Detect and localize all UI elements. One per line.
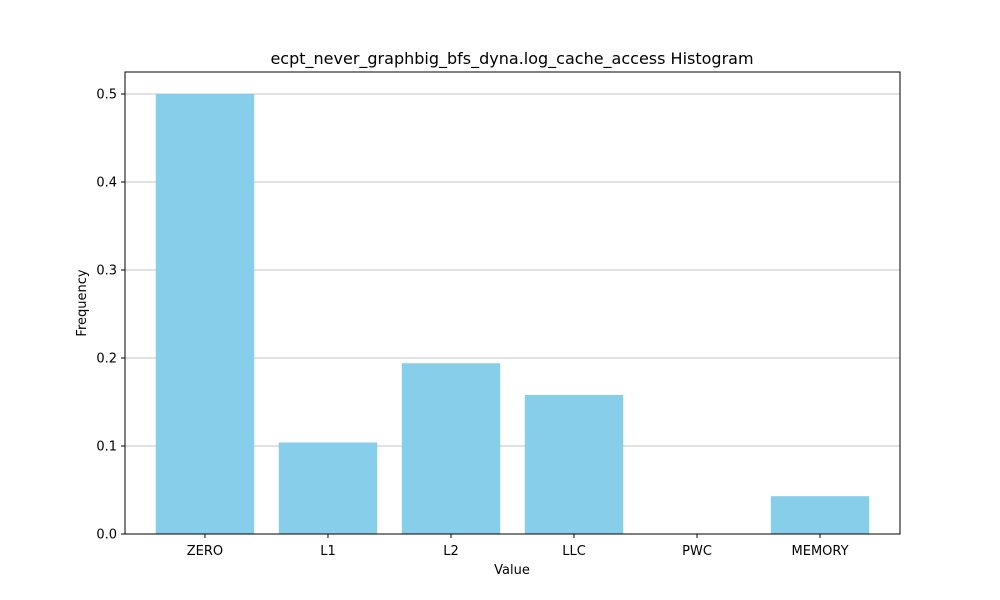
bar-l1	[278, 442, 378, 534]
x-tick-label: LLC	[562, 544, 586, 559]
bar-memory	[770, 496, 870, 534]
bar-llc	[524, 394, 624, 534]
y-tick-label: 0.2	[96, 352, 117, 367]
y-tick-label: 0.0	[96, 528, 117, 543]
x-tick-label: PWC	[682, 544, 712, 559]
bar-layer	[155, 94, 870, 534]
y-tick-label: 0.3	[96, 264, 117, 279]
x-tick-label: ZERO	[187, 544, 223, 559]
y-tick-label: 0.4	[96, 176, 117, 191]
y-tick-label: 0.1	[96, 440, 117, 455]
x-axis-title: Value	[494, 563, 530, 578]
bar-l2	[401, 363, 501, 534]
y-axis-title: Frequency	[75, 269, 90, 336]
bar-zero	[155, 94, 255, 534]
x-tick-label: L2	[443, 544, 459, 559]
plot-frame	[124, 71, 901, 535]
x-tick-label: MEMORY	[792, 544, 849, 559]
x-tick-label: L1	[320, 544, 336, 559]
tick-layer: 0.0 0.1 0.2 0.3 0.4 0.5 ZERO L1 L2 LLC PWC MEMORY	[96, 88, 848, 560]
y-tick-label: 0.5	[96, 88, 117, 103]
chart-title: ecpt_never_graphbig_bfs_dyna.log_cache_a…	[270, 49, 753, 69]
